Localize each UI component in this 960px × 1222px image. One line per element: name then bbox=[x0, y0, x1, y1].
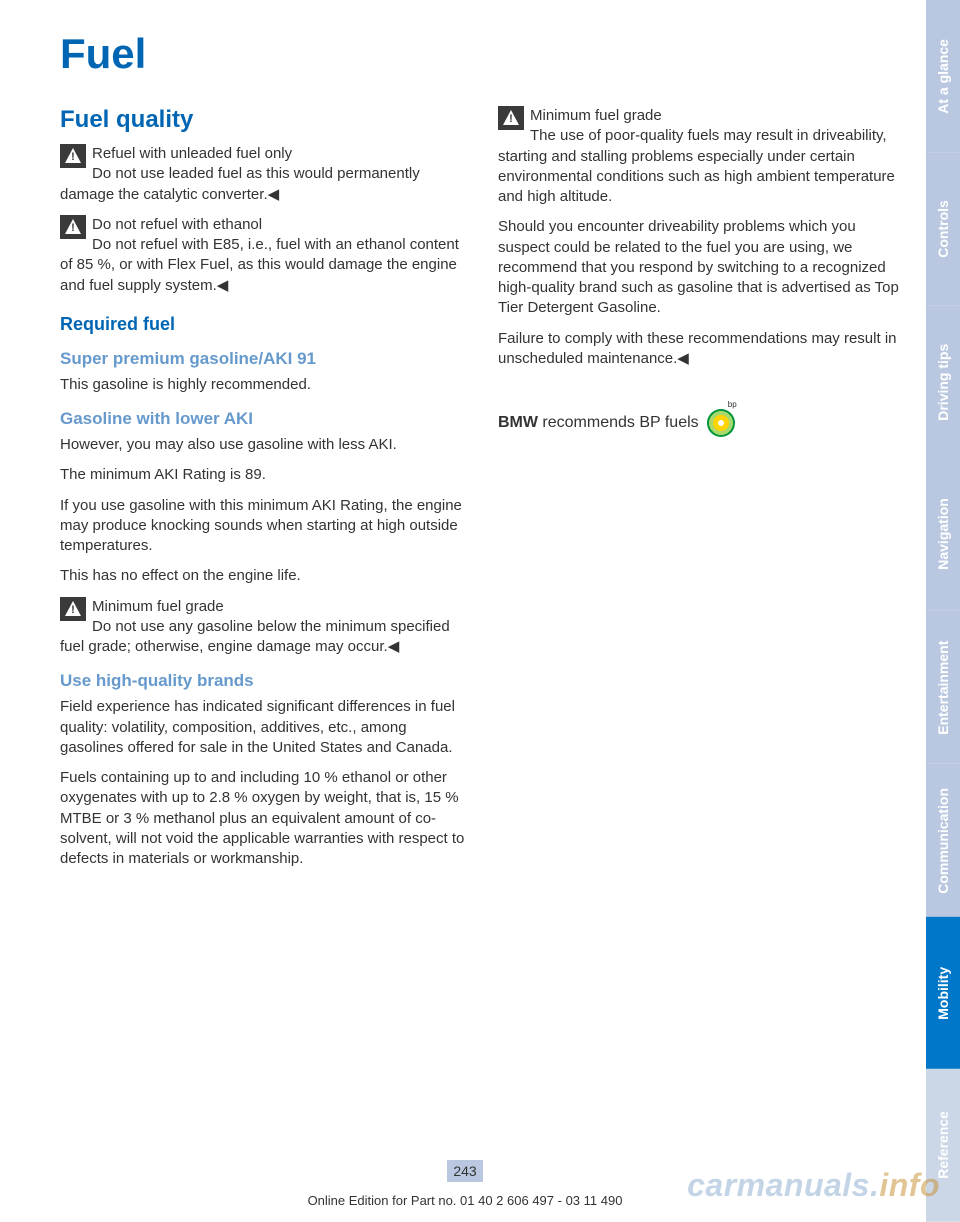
warning-ethanol: Do not refuel with ethanol Do not refuel… bbox=[60, 215, 468, 296]
para: Should you encounter driveability proble… bbox=[498, 217, 906, 318]
warning-icon bbox=[498, 106, 524, 130]
tab-driving-tips[interactable]: Driving tips bbox=[926, 306, 960, 459]
watermark-main: carmanuals. bbox=[687, 1167, 879, 1203]
para: This has no effect on the engine life. bbox=[60, 566, 468, 586]
heading-super-premium: Super premium gasoline/AKI 91 bbox=[60, 349, 468, 369]
page-title: Fuel bbox=[60, 30, 906, 78]
bp-recommendation: BMW recommends BP fuels bbox=[498, 409, 906, 437]
sidebar-tabs: At a glance Controls Driving tips Naviga… bbox=[926, 0, 960, 1222]
warning-title: Refuel with unleaded fuel only bbox=[60, 144, 468, 164]
para: Failure to comply with these recommendat… bbox=[498, 329, 906, 370]
watermark: carmanuals.info bbox=[687, 1167, 940, 1204]
tab-at-a-glance[interactable]: At a glance bbox=[926, 0, 960, 153]
para: If you use gasoline with this minimum AK… bbox=[60, 496, 468, 557]
warning-icon bbox=[60, 144, 86, 168]
bp-logo-icon bbox=[707, 409, 735, 437]
section-title-fuel-quality: Fuel quality bbox=[60, 106, 468, 134]
tab-communication[interactable]: Communication bbox=[926, 764, 960, 917]
warning-body: Do not use any gasoline below the minimu… bbox=[60, 617, 468, 658]
page-root: Fuel Fuel quality Refuel with unleaded f… bbox=[0, 0, 960, 1222]
para: Fuels containing up to and including 10 … bbox=[60, 768, 468, 869]
warning-min-grade: Minimum fuel grade Do not use any gasoli… bbox=[60, 597, 468, 658]
para: The minimum AKI Rating is 89. bbox=[60, 465, 468, 485]
bp-text: BMW recommends BP fuels bbox=[498, 414, 699, 432]
warning-title: Do not refuel with ethanol bbox=[60, 215, 468, 235]
para: This gasoline is highly recommended. bbox=[60, 375, 468, 395]
right-column: Minimum fuel grade The use of poor-quali… bbox=[498, 106, 906, 879]
heading-required-fuel: Required fuel bbox=[60, 314, 468, 335]
tab-entertainment[interactable]: Entertainment bbox=[926, 611, 960, 764]
warning-title: Minimum fuel grade bbox=[498, 106, 906, 126]
heading-lower-aki: Gasoline with lower AKI bbox=[60, 409, 468, 429]
two-column-layout: Fuel quality Refuel with unleaded fuel o… bbox=[60, 106, 906, 879]
heading-high-quality-brands: Use high-quality brands bbox=[60, 671, 468, 691]
warning-title: Minimum fuel grade bbox=[60, 597, 468, 617]
warning-body: Do not use leaded fuel as this would per… bbox=[60, 164, 468, 205]
warning-icon bbox=[60, 597, 86, 621]
left-column: Fuel quality Refuel with unleaded fuel o… bbox=[60, 106, 468, 879]
warning-body: The use of poor-quality fuels may result… bbox=[498, 126, 906, 207]
warning-icon bbox=[60, 215, 86, 239]
para: Field experience has indicated significa… bbox=[60, 697, 468, 758]
warning-unleaded: Refuel with unleaded fuel only Do not us… bbox=[60, 144, 468, 205]
watermark-suffix: info bbox=[879, 1167, 940, 1203]
warning-min-grade-2: Minimum fuel grade The use of poor-quali… bbox=[498, 106, 906, 207]
page-number: 243 bbox=[447, 1160, 482, 1182]
tab-controls[interactable]: Controls bbox=[926, 153, 960, 306]
tab-mobility[interactable]: Mobility bbox=[926, 917, 960, 1070]
tab-navigation[interactable]: Navigation bbox=[926, 458, 960, 611]
para: However, you may also use gasoline with … bbox=[60, 435, 468, 455]
warning-body: Do not refuel with E85, i.e., fuel with … bbox=[60, 235, 468, 296]
content-area: Fuel Fuel quality Refuel with unleaded f… bbox=[0, 0, 926, 1222]
